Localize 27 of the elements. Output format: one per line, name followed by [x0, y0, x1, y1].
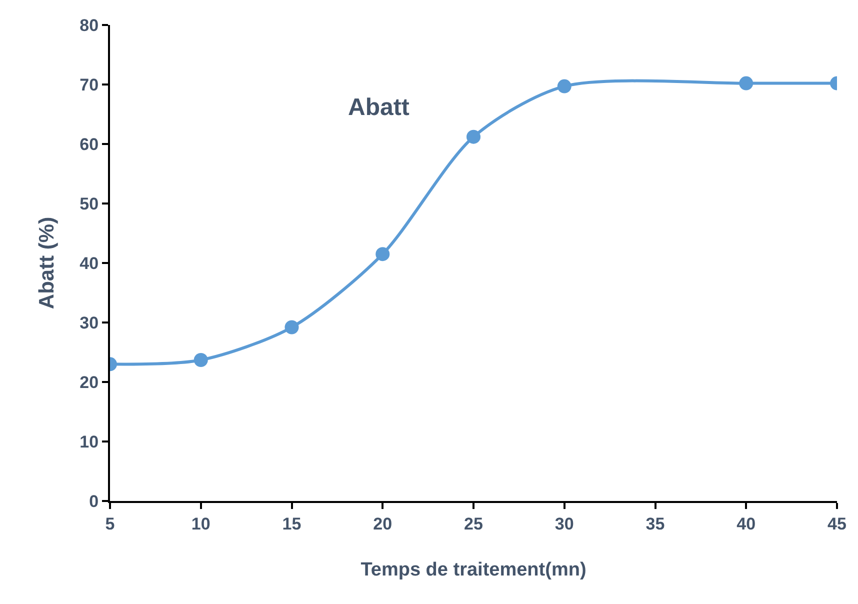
y-tick-label: 70: [80, 75, 99, 94]
point: [739, 76, 754, 90]
x-tick-label: 30: [554, 514, 574, 534]
x-axis-title: Temps de traitement(mn): [360, 560, 586, 581]
x-tick-label: 10: [191, 514, 210, 534]
y-tick-label: 10: [80, 432, 99, 452]
y-tick-label: 60: [80, 134, 99, 154]
x-tick-label: 5: [105, 514, 115, 534]
y-tick-label: 40: [80, 254, 99, 273]
y-tick-label: 80: [80, 16, 99, 35]
point: [376, 247, 390, 262]
x-tick-label: 15: [282, 514, 302, 534]
x-tick-label: 20: [373, 514, 392, 534]
point: [284, 320, 299, 334]
x-tick-label: 35: [646, 514, 665, 534]
x-tick-label: 40: [736, 514, 756, 534]
x-tick-label: 25: [464, 514, 483, 534]
y-axis-title: Abatt (%): [35, 216, 58, 310]
y-tick-label: 50: [80, 194, 99, 214]
y-tick-label: 30: [80, 313, 99, 332]
point: [466, 130, 480, 144]
x-tick-label: 45: [828, 514, 846, 534]
text: Abatt: [348, 94, 410, 121]
y-tick-label: 20: [80, 372, 99, 392]
point: [557, 79, 572, 94]
point: [194, 352, 208, 367]
y-tick-label: 0: [89, 492, 99, 511]
